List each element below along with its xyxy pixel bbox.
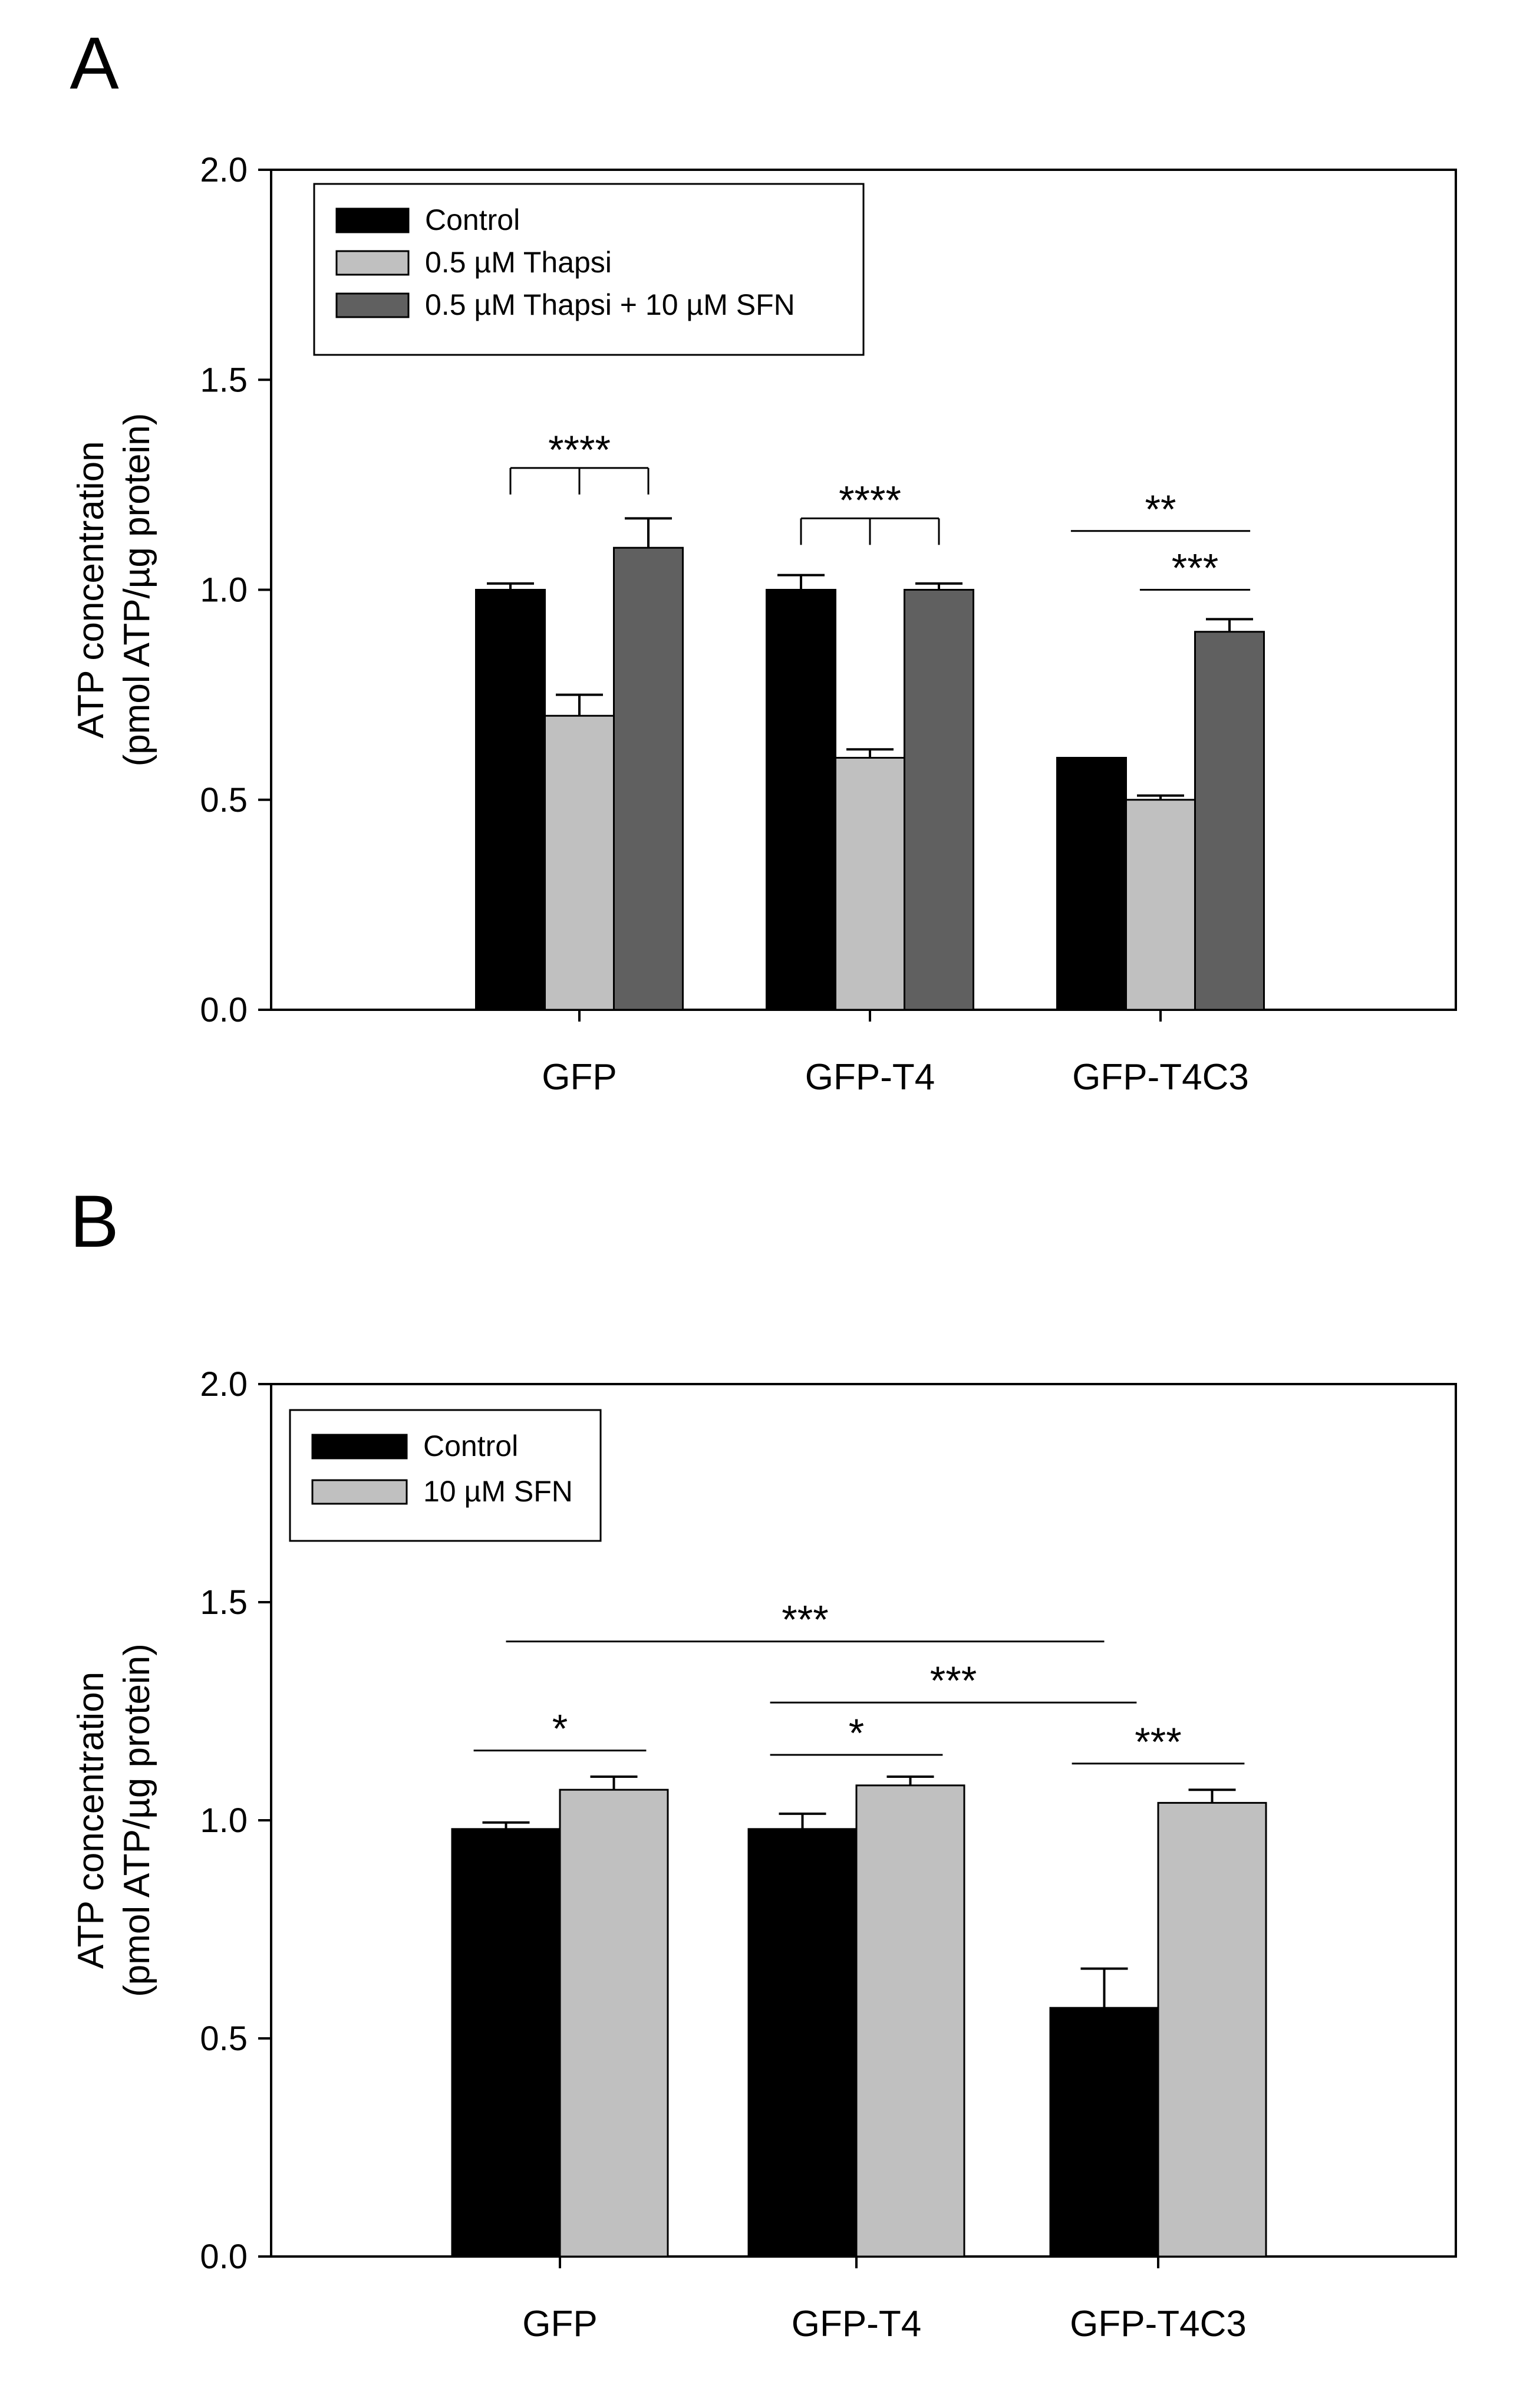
y-axis-label-line2: (pmol ATP/µg protein) xyxy=(117,1643,157,1997)
y-tick-label: 1.5 xyxy=(200,1583,248,1622)
x-category-label: GFP xyxy=(542,1057,617,1098)
x-category-label: GFP xyxy=(522,2304,597,2344)
significance-label: **** xyxy=(839,477,901,522)
x-category-label: GFP-T4 xyxy=(805,1057,935,1098)
significance-annotation: * xyxy=(770,1711,943,1756)
significance-label: *** xyxy=(782,1597,828,1642)
y-axis-label-line1: ATP concentration xyxy=(71,441,111,738)
x-category-label: GFP-T4C3 xyxy=(1072,1057,1249,1098)
legend: Control 0.5 µM Thapsi 0.5 µM Thapsi + 10 µ… xyxy=(313,183,865,356)
y-tick-label: 1.5 xyxy=(200,361,248,399)
y-tick-label: 1.0 xyxy=(200,1801,248,1840)
legend-swatch xyxy=(335,207,410,233)
bar xyxy=(1157,1801,1267,2258)
bar xyxy=(747,1828,858,2258)
bar xyxy=(1056,757,1127,1011)
panel-letter: A xyxy=(70,22,119,104)
bar xyxy=(835,757,905,1011)
bar xyxy=(1194,631,1265,1011)
legend-label: 0.5 µM Thapsi + 10 µM SFN xyxy=(425,288,795,321)
significance-label: *** xyxy=(930,1658,977,1703)
panel-B: B 0.0 0.5 1.0 1.5 2.0 ATP concentration (pmol A… xyxy=(70,1181,1457,2344)
significance-label: ** xyxy=(1145,487,1176,532)
legend-swatch xyxy=(335,292,410,318)
legend-label: Control xyxy=(425,203,520,236)
legend-swatch xyxy=(335,250,410,276)
panel-A: A 0.0 0.5 1.0 1.5 2.0 ATP concentration (pmol A… xyxy=(70,22,1457,1098)
significance-label: * xyxy=(849,1711,864,1755)
bar xyxy=(451,1828,561,2258)
significance-label: * xyxy=(552,1707,568,1751)
bar xyxy=(855,1784,965,2258)
significance-label: *** xyxy=(1135,1719,1181,1764)
y-tick-label: 1.0 xyxy=(200,571,248,610)
significance-annotation: *** xyxy=(770,1658,1137,1704)
significance-annotation: **** xyxy=(800,477,940,545)
bar xyxy=(904,589,974,1011)
y-tick-label: 2.0 xyxy=(200,151,248,189)
bar xyxy=(559,1788,669,2258)
y-tick-label: 0.5 xyxy=(200,781,248,819)
significance-annotation: ** xyxy=(1070,487,1251,532)
bar xyxy=(613,546,684,1011)
y-axis-label: ATP concentration (pmol ATP/µg protein) xyxy=(71,413,157,767)
panel-letter: B xyxy=(70,1181,118,1263)
y-axis-label-line1: ATP concentration xyxy=(71,1672,111,1969)
significance-annotation: *** xyxy=(1139,546,1251,591)
bar xyxy=(544,714,615,1011)
legend-label: 0.5 µM Thapsi xyxy=(425,246,612,279)
bar xyxy=(1125,799,1196,1011)
y-tick-label: 0.0 xyxy=(200,2238,248,2276)
legend-swatch xyxy=(311,1479,408,1505)
legend-label: Control xyxy=(423,1429,518,1462)
significance-annotation: * xyxy=(473,1707,647,1752)
legend: Control 10 µM SFN xyxy=(289,1409,602,1542)
significance-annotation: *** xyxy=(506,1597,1105,1643)
y-tick-label: 0.5 xyxy=(200,2020,248,2058)
bar xyxy=(1049,2007,1159,2258)
y-tick-label: 0.0 xyxy=(200,991,248,1029)
significance-label: **** xyxy=(548,427,611,472)
y-axis-label-line2: (pmol ATP/µg protein) xyxy=(117,413,157,767)
legend-label: 10 µM SFN xyxy=(423,1475,573,1508)
y-axis-label: ATP concentration (pmol ATP/µg protein) xyxy=(71,1643,157,1997)
legend-box xyxy=(289,1409,602,1542)
x-category-label: GFP-T4 xyxy=(792,2304,921,2344)
significance-annotation: **** xyxy=(509,427,650,495)
y-tick-label: 2.0 xyxy=(200,1365,248,1404)
bar xyxy=(766,589,836,1011)
significance-label: *** xyxy=(1172,546,1218,591)
legend-swatch xyxy=(311,1434,408,1460)
bar xyxy=(475,589,546,1011)
x-category-label: GFP-T4C3 xyxy=(1070,2304,1247,2344)
significance-annotation: *** xyxy=(1072,1719,1245,1765)
